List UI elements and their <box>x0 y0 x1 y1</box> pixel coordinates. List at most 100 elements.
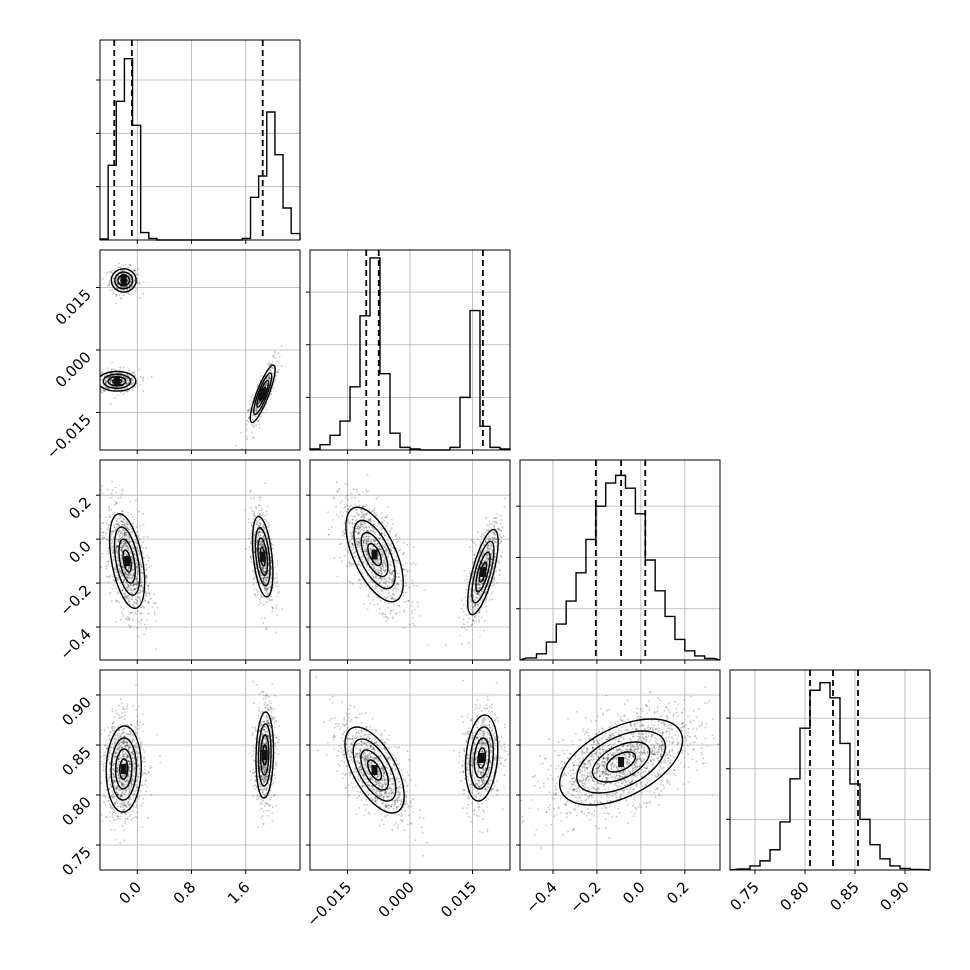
x-tick-label-p3: −0.2 <box>566 878 604 916</box>
x-tick-label-p4: 0.90 <box>876 878 912 914</box>
y-tick-label-p4: 0.85 <box>58 743 94 779</box>
cluster-0 <box>102 262 145 305</box>
contour-level-1 <box>352 738 397 802</box>
cluster-0 <box>520 686 720 849</box>
contour-level-0 <box>464 714 499 802</box>
cluster-0 <box>315 676 428 857</box>
hist-panel-p3 <box>516 459 721 664</box>
y-tick-label-p4: 0.90 <box>58 693 94 729</box>
x-tick-label-p1: 0.8 <box>170 878 200 908</box>
y-tick-label-p3: −0.2 <box>56 581 94 619</box>
density-peak <box>120 764 127 774</box>
panel-frame <box>729 669 931 871</box>
x-tick-label-p3: −0.4 <box>522 878 560 916</box>
y-tick-label-p3: 0.2 <box>65 493 95 523</box>
histogram-p3 <box>519 474 721 661</box>
panel-frame <box>309 669 511 871</box>
pair-panel-p2-p3 <box>306 459 511 664</box>
histogram-p4 <box>729 681 931 871</box>
contour-level-3 <box>118 758 129 780</box>
density-peak <box>259 388 266 399</box>
histogram-p1 <box>99 57 301 241</box>
x-tick-label-p4: 0.75 <box>726 878 762 914</box>
panel-frame <box>309 249 511 451</box>
x-tick-label-p3: 0.2 <box>663 878 693 908</box>
contour-level-1 <box>102 373 132 390</box>
contour-level-3 <box>477 747 487 769</box>
density-peak <box>124 556 131 567</box>
y-tick-label-p4: 0.75 <box>58 843 94 879</box>
density-peak <box>261 750 268 760</box>
contour-level-0 <box>255 711 275 799</box>
contour-level-1 <box>469 726 494 790</box>
density-peak <box>618 757 625 767</box>
x-tick-label-p1: 0.0 <box>116 878 146 908</box>
cluster-1 <box>453 679 509 834</box>
density-peak <box>120 275 127 286</box>
hist-panel-p2 <box>306 249 511 454</box>
contour-level-2 <box>114 748 133 790</box>
pair-panel-p1-p3 <box>96 459 301 664</box>
contour-level-2 <box>475 551 491 593</box>
cluster-1 <box>248 680 280 828</box>
x-tick-label-p4: 0.80 <box>776 878 812 914</box>
contour-level-1 <box>253 372 273 416</box>
contour-level-2 <box>360 531 389 578</box>
contour-level-0 <box>100 370 137 392</box>
contour-level-0 <box>466 528 499 616</box>
hist-panel-p1 <box>96 39 301 244</box>
panel-frame <box>309 459 511 661</box>
cluster-1 <box>100 361 153 406</box>
pair-panel-p3-p4 <box>516 669 721 874</box>
cluster-0 <box>100 684 162 844</box>
contour-level-1 <box>113 526 141 596</box>
contour-level-1 <box>471 540 495 604</box>
contour-level-2 <box>117 274 131 287</box>
contour-level-0 <box>344 726 405 814</box>
panel-frame <box>519 459 721 661</box>
pair-panel-p2-p4 <box>306 669 511 874</box>
y-tick-label-p2: −0.015 <box>43 411 95 463</box>
pair-panel-p1-p4 <box>96 669 301 874</box>
contour-level-1 <box>110 737 138 801</box>
scatter-points <box>520 686 720 849</box>
contour-level-0 <box>105 725 142 813</box>
density-peak <box>113 376 120 387</box>
contour-level-3 <box>122 549 132 573</box>
contour-level-1 <box>576 730 667 794</box>
x-tick-label-p1: 1.6 <box>224 878 254 908</box>
contour-level-1 <box>353 519 396 590</box>
y-tick-label-p2: 0.015 <box>52 286 95 329</box>
x-tick-label-p2: 0.000 <box>375 878 418 921</box>
x-tick-label-p2: −0.015 <box>303 878 355 930</box>
contour-level-0 <box>251 515 274 598</box>
density-peak <box>478 753 485 763</box>
panel-frame <box>99 39 301 241</box>
hist-panel-p4 <box>726 669 931 874</box>
contour-level-2 <box>591 741 651 783</box>
contour-level-2 <box>360 749 390 791</box>
density-peak <box>371 765 378 775</box>
contour-level-0 <box>110 268 137 293</box>
y-tick-label-p2: 0.000 <box>52 348 95 391</box>
scatter-points <box>100 480 159 650</box>
contour-level-0 <box>345 506 404 603</box>
contour-level-3 <box>606 751 637 773</box>
cluster-1 <box>244 482 284 634</box>
density-peak <box>479 567 486 578</box>
cluster-0 <box>100 480 159 650</box>
y-tick-label-p4: 0.80 <box>58 793 94 829</box>
contour-level-3 <box>367 759 383 781</box>
y-tick-label-p3: −0.4 <box>56 625 94 663</box>
histogram-p2 <box>309 257 511 451</box>
x-tick-label-p3: 0.0 <box>619 878 649 908</box>
contour-level-2 <box>257 537 269 577</box>
density-peak <box>371 549 378 560</box>
contour-level-0 <box>558 718 684 806</box>
contour-level-0 <box>249 364 276 424</box>
contour-level-0 <box>108 513 146 610</box>
cluster-1 <box>458 497 506 646</box>
contour-level-2 <box>259 734 270 776</box>
contour-level-1 <box>257 723 272 787</box>
